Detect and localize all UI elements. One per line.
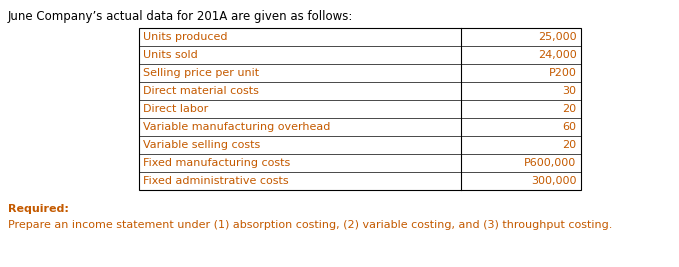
- Text: Units produced: Units produced: [143, 32, 227, 42]
- Text: 20: 20: [562, 104, 576, 114]
- Text: Prepare an income statement under (1) absorption costing, (2) variable costing, : Prepare an income statement under (1) ab…: [8, 220, 612, 230]
- Text: Direct material costs: Direct material costs: [143, 86, 259, 96]
- Text: Required:: Required:: [8, 204, 69, 214]
- Text: Selling price per unit: Selling price per unit: [143, 68, 259, 78]
- Text: 24,000: 24,000: [538, 50, 576, 60]
- Text: Units sold: Units sold: [143, 50, 198, 60]
- Text: Direct labor: Direct labor: [143, 104, 208, 114]
- Text: 300,000: 300,000: [531, 176, 576, 186]
- Text: Variable selling costs: Variable selling costs: [143, 140, 261, 150]
- Text: Variable manufacturing overhead: Variable manufacturing overhead: [143, 122, 331, 132]
- Text: Fixed manufacturing costs: Fixed manufacturing costs: [143, 158, 291, 168]
- Text: 25,000: 25,000: [538, 32, 576, 42]
- Text: June Company’s actual data for 201A are given as follows:: June Company’s actual data for 201A are …: [8, 10, 353, 23]
- Text: P200: P200: [549, 68, 576, 78]
- Text: 60: 60: [562, 122, 576, 132]
- Text: P600,000: P600,000: [524, 158, 576, 168]
- Text: Fixed administrative costs: Fixed administrative costs: [143, 176, 289, 186]
- Text: 20: 20: [562, 140, 576, 150]
- Bar: [139, 28, 581, 190]
- Text: 30: 30: [562, 86, 576, 96]
